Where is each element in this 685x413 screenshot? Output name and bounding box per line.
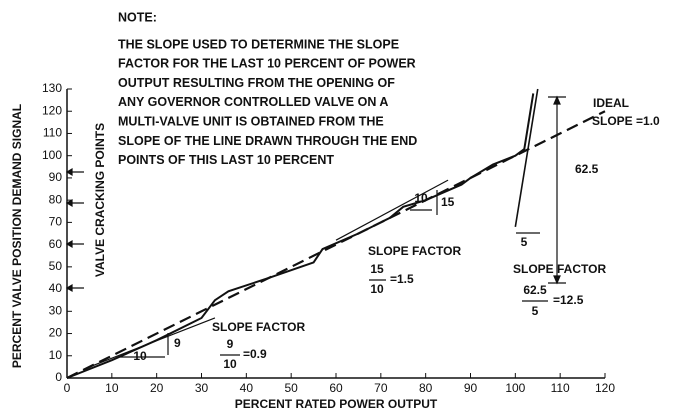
y-tick-label: 0	[55, 370, 62, 384]
x-tick-label: 120	[595, 381, 615, 395]
annotation: SLOPE FACTOR	[513, 262, 606, 276]
x-tick-label: 40	[240, 381, 254, 395]
y-tick-label: 120	[42, 103, 62, 117]
annotation: 5	[532, 304, 539, 318]
y-tick-label: 30	[49, 303, 63, 317]
y-tick-label: 10	[49, 348, 63, 362]
y-tick-label: 50	[49, 259, 63, 273]
curve-line	[514, 88, 539, 227]
annotation: 62.5	[523, 283, 547, 297]
x-tick-label: 10	[105, 381, 119, 395]
annotation: 62.5	[575, 162, 599, 176]
x-tick-label: 60	[329, 381, 343, 395]
note-line: FACTOR FOR THE LAST 10 PERCENT OF POWER	[118, 57, 416, 71]
annotation: 5	[521, 235, 528, 249]
dimension-lines	[120, 95, 566, 358]
annotation: 15	[441, 195, 455, 209]
y-tick-label: 20	[49, 326, 63, 340]
x-tick-label: 0	[64, 381, 71, 395]
annotation: 9	[174, 336, 181, 350]
x-tick-label: 20	[150, 381, 164, 395]
side-label: VALVE CRACKING POINTS	[93, 123, 107, 277]
note-line: SLOPE OF THE LINE DRAWN THROUGH THE END	[118, 134, 417, 148]
y-tick-label: 90	[49, 170, 63, 184]
ideal-line	[66, 110, 606, 379]
annotation: SLOPE =1.0	[592, 114, 660, 128]
annotation: 15	[370, 262, 384, 276]
annotation: =12.5	[553, 293, 584, 307]
note-line: OUTPUT RESULTING FROM THE OPENING OF	[118, 76, 395, 90]
curve-line	[66, 93, 535, 379]
x-tick-label: 80	[419, 381, 433, 395]
annotation: IDEAL	[593, 96, 629, 110]
x-tick-label: 110	[551, 381, 570, 395]
y-tick-label: 70	[49, 215, 63, 229]
curve-line	[89, 317, 216, 368]
x-tick-label: 90	[464, 381, 478, 395]
curve-line	[335, 179, 449, 241]
annotation: 10	[370, 282, 384, 296]
x-axis-label: PERCENT RATED POWER OUTPUT	[235, 397, 438, 411]
annotation: =1.5	[390, 272, 414, 286]
annotation: =0.9	[243, 347, 267, 361]
y-tick-label: 100	[42, 148, 62, 162]
x-tick-label: 30	[195, 381, 209, 395]
y-tick-label: 60	[49, 237, 63, 251]
x-tick-label: 100	[505, 381, 525, 395]
annotation: 10	[414, 191, 428, 205]
note-line: ANY GOVERNOR CONTROLLED VALVE ON A	[118, 95, 388, 109]
annotation: 10	[133, 349, 147, 363]
cracking-markers	[65, 167, 84, 293]
y-tick-label: 80	[49, 192, 63, 206]
x-tick-label: 50	[284, 381, 298, 395]
y-tick-label: 110	[43, 126, 62, 140]
x-tick-label: 70	[374, 381, 388, 395]
annotation: 9	[227, 337, 234, 351]
y-axis-label: PERCENT VALVE POSITION DEMAND SIGNAL	[10, 104, 24, 368]
y-tick-label: 40	[49, 281, 63, 295]
note-title: NOTE:	[118, 10, 157, 24]
annotation: SLOPE FACTOR	[368, 244, 461, 258]
annotation: SLOPE FACTOR	[212, 320, 305, 334]
annotation: 10	[223, 357, 237, 371]
note-line: MULTI-VALVE UNIT IS OBTAINED FROM THE	[118, 114, 384, 128]
note-line: POINTS OF THIS LAST 10 PERCENT	[118, 153, 334, 167]
y-tick-label: 130	[42, 81, 62, 95]
note-line: THE SLOPE USED TO DETERMINE THE SLOPE	[118, 37, 399, 51]
